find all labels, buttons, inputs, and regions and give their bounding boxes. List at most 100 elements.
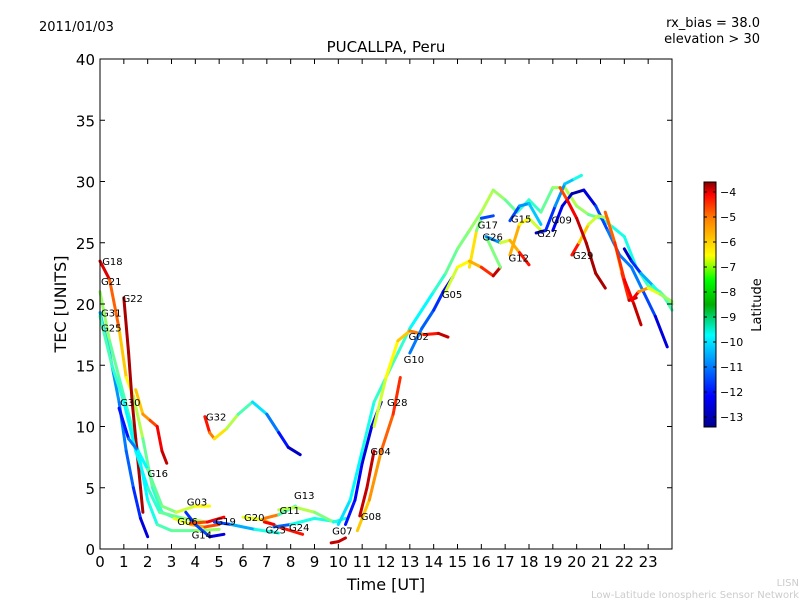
series-segment [467,210,483,232]
series-segment [286,445,302,457]
series-G16 [134,388,169,465]
series-segment [203,415,212,435]
series-segment [479,214,495,220]
x-tick-label: 2 [143,553,153,571]
prn-label: G15 [511,214,531,225]
series-unlabeled-33 [622,247,674,312]
prn-label: G12 [509,253,529,264]
elevation-label: elevation > 30 [664,32,760,47]
x-tick-label: 8 [286,553,296,571]
series-segment [117,376,131,416]
series-segment [629,290,641,302]
series-segment [289,516,316,526]
series-segment [534,229,548,235]
series-segment [127,437,140,453]
colorbar-tick-label: −7 [720,261,736,274]
prn-label: G28 [387,398,407,409]
date-label: 2011/01/03 [39,20,114,35]
series-segment [565,198,579,220]
x-tick-label: 11 [353,553,372,571]
prn-label: G23 [265,525,285,536]
series-segment [355,498,371,533]
series-layer [98,173,674,545]
series-segment [139,516,150,539]
series-segment [436,331,450,339]
series-segment [110,363,126,404]
series-segment [372,376,388,428]
series-segment [391,376,402,416]
series-segment [408,308,424,330]
series-segment [148,418,159,428]
series-segment [408,327,424,355]
series-segment [98,314,114,367]
series-segment [575,216,588,245]
prn-label: G03 [187,497,207,508]
x-tick-label: 10 [329,553,348,571]
series-segment [277,431,290,449]
y-tick-label: 5 [85,480,95,498]
x-tick-label: 18 [519,553,538,571]
series-segment [572,173,583,181]
series-segment [517,251,531,267]
series-G15 [508,202,543,226]
series-unlabeled-31 [558,186,607,290]
x-tick-label: 12 [376,553,395,571]
series-segment [212,427,228,441]
series-segment [544,204,557,232]
series-G09 [551,188,669,349]
x-tick-label: 0 [95,553,105,571]
series-segment [432,290,445,312]
series-segment [293,505,316,514]
series-segment [594,271,607,290]
series-segment [508,238,521,255]
prn-label: G10 [404,355,424,366]
colorbar [703,181,717,428]
series-segment [193,523,212,539]
series-segment [130,400,138,441]
series-segment [587,214,600,226]
series-segment [420,308,436,330]
prn-label: G30 [120,398,140,409]
series-segment [205,515,226,524]
series-segment [241,515,264,522]
series-segment [122,400,138,453]
series-segment [117,406,131,441]
series-segment [134,449,150,490]
series-segment [396,329,412,343]
x-tick-label: 16 [472,553,491,571]
x-tick-label: 20 [567,553,586,571]
series-segment [124,449,135,490]
series-segment [208,532,226,539]
y-tick-label: 35 [76,112,95,130]
x-tick-label: 1 [119,553,129,571]
x-tick-label: 23 [639,553,658,571]
series-segment [136,449,150,471]
x-tick-label: 4 [191,553,201,571]
series-segment [384,339,400,379]
series-segment [313,510,336,524]
series-segment [360,425,374,465]
x-tick-label: 21 [591,553,610,571]
prn-label: G25 [101,323,121,334]
series-segment [277,505,297,512]
prn-label: G16 [147,469,167,480]
series-segment [336,536,347,544]
series-G12 [508,216,543,257]
series-segment [203,523,221,529]
series-segment [146,486,162,514]
series-segment [146,467,157,490]
series-G26 [444,235,531,294]
y-tick-label: 30 [76,174,95,192]
series-segment [467,259,483,269]
prn-label: G18 [102,257,122,268]
y-tick-label: 40 [76,51,95,69]
series-segment [160,449,169,465]
series-segment [224,412,240,431]
colorbar-tick-label: −10 [720,336,743,349]
series-segment [491,188,507,202]
x-tick-label: 13 [400,553,419,571]
series-G14 [189,515,226,525]
prn-label: G21 [101,277,121,288]
prn-label: G11 [279,506,299,517]
